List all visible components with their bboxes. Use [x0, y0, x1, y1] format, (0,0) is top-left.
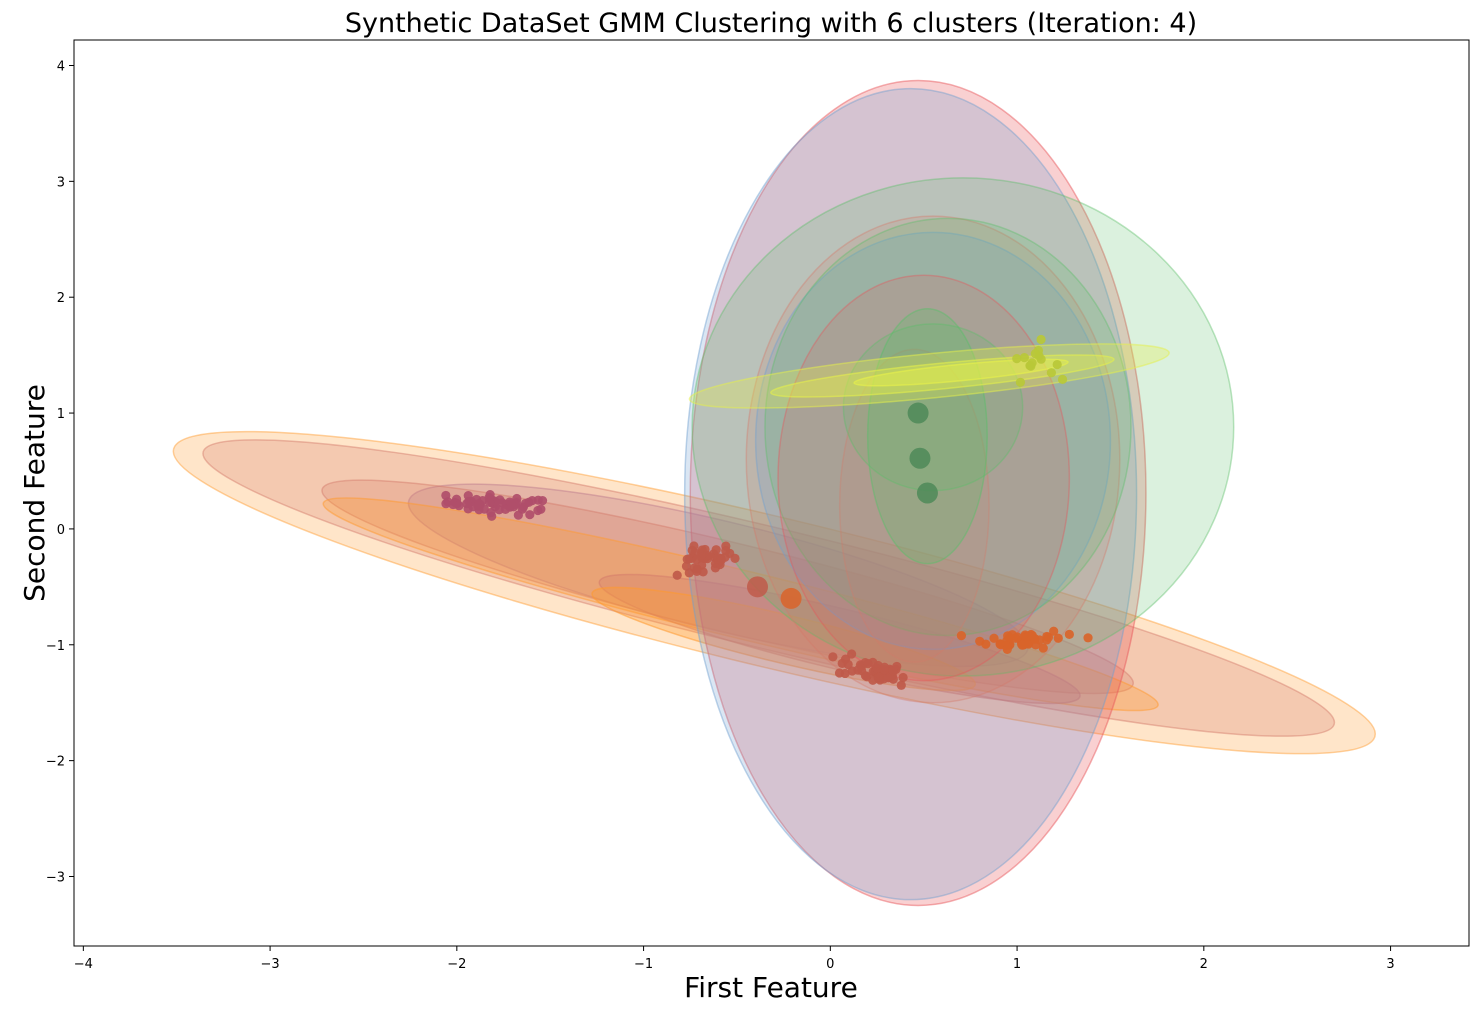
- covariance-ellipses: [132, 81, 1416, 906]
- x-tick-label: 2: [1200, 957, 1208, 972]
- data-point-0-54: [500, 504, 511, 514]
- cluster-ellipse-1: [132, 379, 1416, 806]
- data-point-2-20: [840, 668, 850, 679]
- data-point-1-35: [684, 554, 695, 564]
- y-tick-label: −2: [46, 755, 65, 770]
- data-point-4-0: [1052, 359, 1062, 370]
- axes-frame: [73, 39, 1470, 947]
- data-point-1-40: [672, 570, 682, 580]
- data-point-0-55: [448, 499, 458, 510]
- data-point-4-6: [1012, 353, 1022, 364]
- data-point-2-38: [872, 663, 882, 673]
- data-point-1-38: [714, 558, 724, 568]
- data-point-0-51: [484, 497, 495, 507]
- x-axis-label: First Feature: [684, 971, 858, 1004]
- cluster-ellipse-12: [765, 218, 1131, 635]
- data-point-3-27: [1049, 626, 1059, 636]
- data-point-2-28: [843, 659, 853, 670]
- y-tick-label: 3: [57, 175, 65, 190]
- data-point-2-44: [863, 658, 873, 669]
- data-point-1-28: [692, 566, 702, 576]
- cluster-mean-1: [909, 447, 931, 469]
- data-points: [441, 334, 1093, 690]
- x-tick-label: −3: [260, 957, 279, 972]
- data-point-4-11: [1057, 374, 1068, 384]
- data-point-3-47: [1064, 629, 1074, 639]
- cluster-ellipse-11: [756, 232, 1111, 649]
- cluster-ellipse-10: [746, 216, 1119, 703]
- x-tick-label: −4: [74, 957, 93, 972]
- x-tick-label: −1: [634, 957, 653, 972]
- x-tick-label: 0: [826, 957, 834, 972]
- x-tick-label: 1: [1013, 957, 1021, 972]
- data-point-0-43: [537, 496, 548, 506]
- data-point-3-42: [1017, 640, 1027, 650]
- cluster-ellipse-19: [852, 354, 1070, 391]
- data-point-2-40: [874, 672, 884, 682]
- data-point-1-33: [721, 545, 731, 556]
- data-point-3-31: [1053, 633, 1063, 643]
- data-point-4-9: [1036, 334, 1046, 345]
- data-point-0-20: [525, 510, 535, 520]
- y-tick-label: 2: [57, 291, 65, 306]
- data-point-0-27: [520, 498, 531, 509]
- data-point-2-43: [879, 665, 889, 675]
- data-point-4-4: [1015, 377, 1026, 387]
- data-point-4-3: [1019, 352, 1029, 363]
- cluster-mean-2: [916, 482, 938, 504]
- data-point-3-37: [1038, 643, 1048, 653]
- y-tick-label: −1: [46, 639, 65, 654]
- data-point-2-45: [896, 680, 906, 690]
- data-point-3-35: [956, 631, 967, 641]
- data-point-2-18: [898, 672, 908, 683]
- cluster-ellipse-14: [840, 349, 989, 662]
- data-point-0-52: [474, 498, 484, 509]
- data-point-2-27: [828, 652, 838, 662]
- data-point-4-13: [1027, 358, 1037, 368]
- x-axis-ticks: −4 −3 −2 −1 0 1 2 3: [74, 946, 1395, 972]
- data-point-0-38: [463, 491, 473, 501]
- y-tick-label: −3: [46, 870, 65, 885]
- x-tick-label: −2: [447, 957, 466, 972]
- y-axis-ticks: −3 −2 −1 0 1 2 3 4: [46, 59, 74, 885]
- data-point-0-53: [441, 490, 451, 501]
- data-point-1-21: [681, 561, 692, 571]
- data-point-0-48: [513, 510, 523, 520]
- data-point-3-26: [1042, 635, 1052, 645]
- cluster-means: [746, 402, 938, 609]
- data-point-0-37: [508, 502, 519, 512]
- data-point-3-46: [1083, 633, 1093, 643]
- data-point-4-10: [1030, 348, 1040, 359]
- data-point-4-1: [1046, 368, 1056, 378]
- data-point-3-40: [1012, 632, 1022, 642]
- data-point-3-45: [975, 636, 985, 646]
- y-axis-label: Second Feature: [18, 384, 51, 602]
- data-point-2-21: [853, 665, 863, 675]
- data-point-0-56: [536, 504, 546, 514]
- data-point-2-42: [888, 666, 898, 676]
- x-tick-label: 3: [1386, 957, 1394, 972]
- cluster-mean-4: [780, 587, 802, 609]
- cluster-mean-3: [746, 576, 768, 598]
- chart-title: Synthetic DataSet GMM Clustering with 6 …: [345, 8, 1197, 39]
- cluster-mean-0: [907, 402, 929, 424]
- data-point-1-37: [692, 554, 702, 565]
- data-point-1-6: [711, 545, 721, 555]
- data-point-3-41: [995, 639, 1006, 650]
- y-tick-label: 0: [57, 523, 65, 538]
- y-tick-label: 4: [57, 59, 65, 74]
- plot-area: [74, 40, 1469, 946]
- data-point-1-24: [730, 553, 740, 564]
- data-point-3-43: [1026, 629, 1036, 640]
- data-point-2-3: [847, 649, 857, 659]
- y-tick-label: 1: [57, 407, 65, 422]
- data-point-1-39: [687, 545, 697, 555]
- data-point-3-44: [1002, 644, 1012, 654]
- data-point-3-20: [989, 633, 999, 643]
